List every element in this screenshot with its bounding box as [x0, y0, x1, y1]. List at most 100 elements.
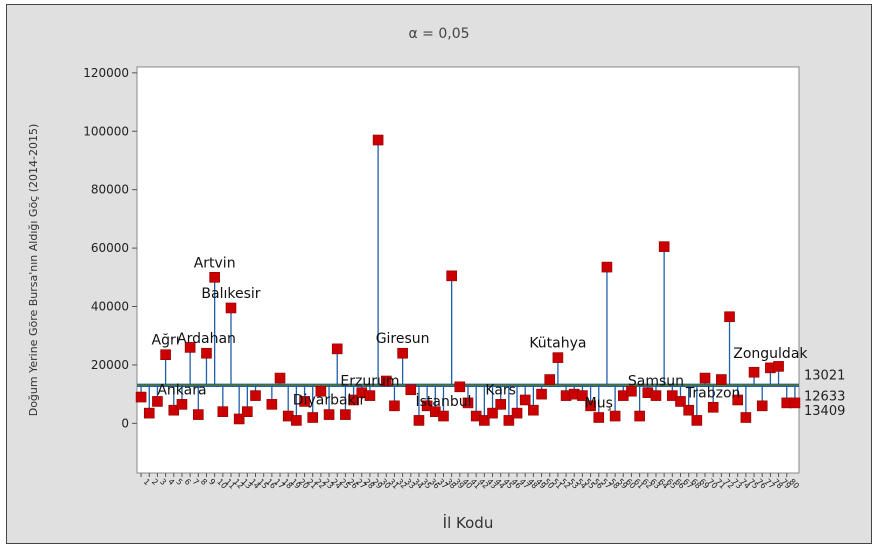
point-label: Ağrı	[152, 333, 180, 349]
x-axis-title: İl Kodu	[443, 513, 494, 532]
data-point	[421, 400, 433, 412]
data-point	[168, 404, 180, 416]
data-point	[691, 415, 703, 426]
point-label: Kütahya	[529, 336, 586, 352]
data-point	[552, 352, 564, 363]
data-point	[209, 272, 220, 283]
data-point	[192, 409, 204, 420]
data-point	[250, 390, 261, 401]
point-label: Ardahan	[177, 331, 236, 347]
data-point	[519, 394, 531, 406]
data-point	[340, 409, 351, 420]
data-point	[184, 342, 196, 353]
point-label: Muş	[585, 396, 613, 412]
data-point	[650, 390, 662, 401]
data-point	[536, 388, 547, 400]
data-point	[315, 385, 327, 397]
point-label: İstanbul	[415, 392, 471, 410]
y-tick-label: 40000	[91, 300, 129, 314]
data-point	[331, 343, 343, 355]
reference-line-label: 13021	[804, 368, 845, 383]
data-point	[740, 412, 752, 423]
data-point	[413, 415, 425, 426]
data-point	[225, 302, 237, 314]
reference-line-label: 13409	[804, 404, 845, 419]
data-point	[585, 400, 596, 412]
data-point	[266, 399, 278, 410]
chart-svg: α = 0,05 0 20000 40000 60000 80000 100000 1200…	[27, 26, 845, 532]
data-point	[511, 407, 523, 419]
point-label: Samsun	[628, 374, 684, 390]
point-label: Diyarbakır	[293, 393, 366, 409]
data-point	[683, 404, 694, 416]
point-label: Zonguldak	[733, 346, 808, 362]
data-point	[438, 410, 449, 422]
data-point	[724, 311, 735, 323]
point-labels: Ağrı Ankara Artvin Ardahan Balıkesir Diyarbak…	[152, 255, 809, 411]
chart-frame: α = 0,05 0 20000 40000 60000 80000 100000 1200…	[6, 4, 872, 544]
x-tick-label: 5	[174, 477, 184, 487]
data-point	[152, 396, 163, 407]
data-point	[233, 413, 245, 425]
data-point	[658, 241, 670, 252]
y-tick-label: 100000	[83, 124, 129, 138]
data-point	[454, 381, 466, 393]
data-point	[577, 390, 588, 401]
x-tick-label: 7	[191, 477, 201, 487]
data-point	[462, 397, 474, 409]
reference-line-label: 12633	[804, 389, 845, 404]
data-point	[634, 410, 645, 422]
point-label: Artvin	[194, 255, 236, 271]
x-tick-label: 2	[150, 477, 160, 487]
data-point	[503, 415, 515, 426]
x-axis: 1234567891011121314151617181920212223242…	[140, 473, 801, 491]
data-point	[675, 396, 686, 407]
data-point	[372, 134, 384, 146]
data-point	[667, 390, 678, 401]
y-axis-title: Doğum Yerine Göre Bursa'nın Aldığı Göç (…	[27, 124, 40, 417]
x-tick-label: 4	[166, 477, 176, 487]
data-point	[217, 406, 229, 417]
data-point	[135, 391, 147, 403]
data-point	[601, 261, 613, 273]
data-point	[699, 372, 711, 384]
data-point	[773, 361, 784, 372]
data-point	[242, 406, 253, 417]
y-axis: 0 20000 40000 60000 80000 100000 120000	[83, 66, 137, 430]
y-tick-label: 0	[121, 416, 129, 430]
plot-area	[136, 66, 800, 474]
y-tick-label: 60000	[91, 241, 129, 255]
data-point	[707, 401, 719, 413]
data-point	[160, 349, 171, 361]
chart-subtitle: α = 0,05	[408, 26, 469, 42]
data-point	[299, 396, 310, 407]
y-tick-label: 120000	[83, 66, 129, 80]
data-point	[291, 415, 302, 426]
data-point	[274, 372, 286, 384]
data-point	[201, 347, 212, 359]
point-label: Kars	[485, 382, 516, 398]
data-point	[307, 412, 319, 423]
x-tick-label: 6	[183, 477, 193, 487]
data-point	[487, 407, 498, 419]
y-tick-label: 20000	[91, 358, 129, 372]
data-point	[176, 399, 188, 410]
data-point	[756, 400, 768, 412]
data-point	[405, 384, 417, 396]
data-point	[528, 404, 539, 416]
data-point	[732, 394, 744, 406]
data-point	[495, 399, 506, 410]
data-point	[789, 397, 801, 409]
data-point	[389, 400, 400, 412]
data-point	[593, 412, 605, 423]
data-point	[479, 415, 490, 426]
x-tick-label: 1	[142, 477, 152, 487]
x-tick-label: 80	[787, 477, 801, 491]
data-point	[323, 409, 335, 420]
data-point	[716, 374, 727, 385]
point-label: Ankara	[157, 382, 206, 398]
y-tick-label: 80000	[91, 183, 129, 197]
data-points	[135, 134, 801, 426]
data-point	[544, 374, 556, 385]
